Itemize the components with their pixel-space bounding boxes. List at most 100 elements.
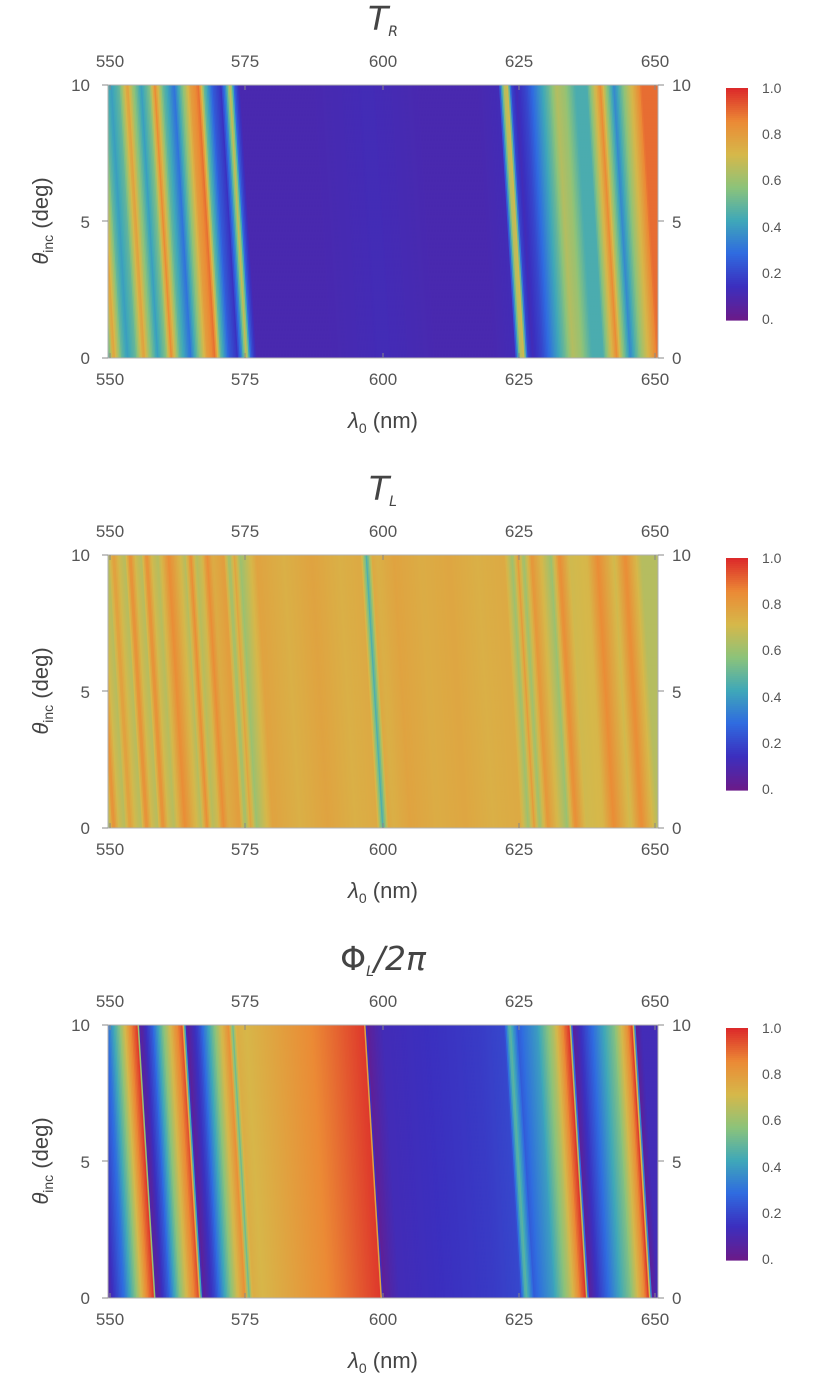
top-tick-550: 550 [96,52,124,71]
colorbar-segment [726,302,748,305]
colorbar-segment [726,1076,748,1079]
colorbar-segment [726,772,748,775]
colorbar-tick-0.8: 0.8 [762,1066,782,1082]
colorbar-segment [726,142,748,145]
colorbar-segment [726,300,748,303]
colorbar-segment [726,1256,748,1259]
colorbar-segment [726,1096,748,1099]
colorbar-segment [726,1060,748,1063]
heatmap-stripe [647,85,658,259]
colorbar-segment [726,1086,748,1089]
colorbar-tick-0.2: 0.2 [762,265,782,281]
y-ticks-left: 0 5 10 [71,76,90,368]
colorbar-segment [726,284,748,287]
colorbar-segment [726,156,748,159]
colorbar-segment [726,164,748,167]
colorbar-segment [726,664,748,667]
colorbar-segment [726,780,748,783]
colorbar-segment [726,132,748,135]
bottom-x-ticks: 550 575 600 625 650 [96,1310,669,1329]
colorbar-segment [726,188,748,191]
bottom-tick-575: 575 [231,1310,259,1329]
colorbar-segment [726,236,748,239]
ytick-left-0: 0 [81,1289,90,1308]
colorbar-segment [726,1064,748,1067]
colorbar-segment [726,154,748,157]
bottom-tick-650: 650 [641,1310,669,1329]
colorbar-segment [726,558,748,561]
colorbar-segment [726,1194,748,1197]
colorbar-segment [726,102,748,105]
colorbar-segment [726,1104,748,1107]
colorbar-segment [726,166,748,169]
colorbar-segment [726,208,748,211]
colorbar-segment [726,180,748,183]
colorbar-segment [726,1176,748,1179]
colorbar-segment [726,150,748,153]
colorbar-segment [726,242,748,245]
bottom-tick-625: 625 [505,370,533,389]
colorbar-segment [726,1124,748,1127]
colorbar-segment [726,570,748,573]
ytick-right-10: 10 [672,546,691,565]
heatmap-stripe [650,85,658,210]
colorbar-segment [726,1190,748,1193]
colorbar-segment [726,1072,748,1075]
colorbar-segment [726,1258,748,1261]
y-ticks-right: 0 5 10 [672,546,691,838]
colorbar: 0. 0.2 0.4 0.6 0.8 1.0 [726,80,782,327]
ytick-left-10: 10 [71,76,90,95]
colorbar-segment [726,654,748,657]
bottom-x-ticks: 550 575 600 625 650 [96,840,669,859]
colorbar-segment [726,646,748,649]
colorbar-segment [726,1244,748,1247]
colorbar-segment [726,176,748,179]
colorbar-segment [726,1150,748,1153]
colorbar-segment [726,778,748,781]
colorbar-segment [726,1130,748,1133]
colorbar-segment [726,684,748,687]
colorbar-segment [726,146,748,149]
colorbar-segment [726,240,748,243]
ytick-left-5: 5 [81,213,90,232]
heatmap-stripe [643,85,658,334]
colorbar-segment [726,608,748,611]
heatmap-stripe [641,85,658,358]
y-axis-label: θinc (deg) [28,177,56,264]
colorbar-segment [726,678,748,681]
colorbar-tick-0.8: 0.8 [762,596,782,612]
y-ticks-left: 0 5 10 [71,546,90,838]
ytick-right-10: 10 [672,76,691,95]
colorbar-segment [726,738,748,741]
colorbar-segment [726,1232,748,1235]
colorbar-segment [726,762,748,765]
top-tick-625: 625 [505,992,533,1011]
colorbar-segment [726,754,748,757]
colorbar-segment [726,1230,748,1233]
colorbar-segment [726,186,748,189]
colorbar-segment [726,788,748,791]
colorbar-segment [726,1254,748,1257]
colorbar-segment [726,1172,748,1175]
colorbar-segment [726,308,748,311]
colorbar-segment [726,1164,748,1167]
colorbar-segment [726,1122,748,1125]
colorbar-segment [726,246,748,249]
colorbar-segment [726,1046,748,1049]
ytick-left-5: 5 [81,1153,90,1172]
colorbar-segment [726,576,748,579]
colorbar-segment [726,650,748,653]
colorbar-segment [726,1234,748,1237]
colorbar-segment [726,564,748,567]
colorbar-segment [726,172,748,175]
colorbar-segment [726,620,748,623]
colorbar-segment [726,586,748,589]
colorbar-segment [726,766,748,769]
colorbar-segment [726,272,748,275]
colorbar-segment [726,254,748,257]
colorbar-tick-0: 0. [762,311,774,327]
colorbar-segment [726,1068,748,1071]
colorbar-segment [726,566,748,569]
colorbar-segment [726,1100,748,1103]
colorbar-segment [726,682,748,685]
